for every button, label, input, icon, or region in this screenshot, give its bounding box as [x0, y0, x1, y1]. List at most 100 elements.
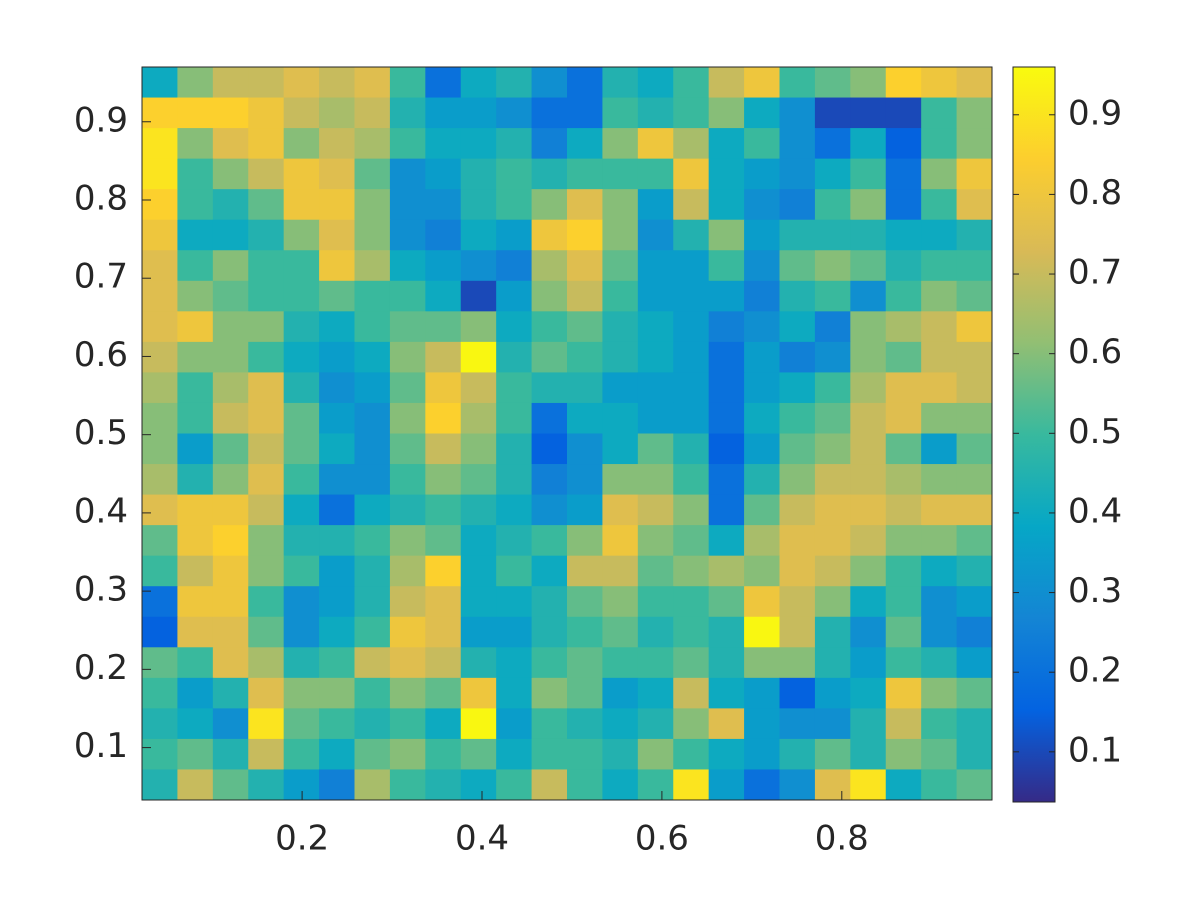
- heatmap-cell: [814, 677, 851, 709]
- heatmap-cell: [389, 647, 426, 679]
- x-tick-label: 0.8: [815, 819, 869, 859]
- heatmap-cell: [460, 738, 497, 770]
- heatmap-cell: [425, 555, 462, 587]
- colorbar: [1012, 66, 1056, 803]
- heatmap-cell: [142, 97, 178, 129]
- colorbar-tick-label: 0.5: [1068, 412, 1122, 452]
- heatmap-cell: [567, 525, 603, 557]
- heatmap-cell: [142, 341, 178, 373]
- heatmap-cell: [744, 128, 780, 160]
- heatmap-cell: [460, 97, 497, 129]
- heatmap-cell: [956, 677, 993, 709]
- heatmap-cell: [850, 311, 887, 343]
- heatmap-cell: [814, 158, 851, 190]
- heatmap-cell: [567, 280, 603, 312]
- heatmap-cell: [177, 708, 214, 740]
- heatmap-cell: [425, 464, 462, 496]
- heatmap-cell: [956, 311, 993, 343]
- heatmap-cell: [248, 494, 285, 526]
- heatmap-cell: [850, 402, 887, 434]
- heatmap-cell: [319, 677, 355, 709]
- heatmap-cell: [389, 738, 426, 770]
- heatmap-cell: [673, 525, 710, 557]
- heatmap-cell: [496, 586, 533, 618]
- heatmap-cell: [744, 341, 780, 373]
- heatmap-cell: [319, 464, 355, 496]
- heatmap-cell: [602, 494, 639, 526]
- heatmap-cell: [248, 311, 285, 343]
- heatmap-cell: [531, 708, 568, 740]
- heatmap-cell: [531, 433, 568, 465]
- heatmap-cell: [921, 402, 958, 434]
- heatmap-cell: [885, 219, 922, 251]
- heatmap-cell: [602, 67, 639, 99]
- heatmap-cell: [921, 647, 958, 679]
- heatmap-cell: [850, 97, 887, 129]
- heatmap-cell: [283, 250, 320, 282]
- heatmap-cell: [814, 494, 851, 526]
- heatmap-cell: [921, 525, 958, 557]
- heatmap-cell: [814, 433, 851, 465]
- heatmap-cell: [708, 250, 745, 282]
- heatmap-cell: [567, 586, 603, 618]
- heatmap-cell: [602, 677, 639, 709]
- heatmap-cell: [496, 464, 533, 496]
- heatmap-cell: [142, 219, 178, 251]
- heatmap-cell: [779, 738, 816, 770]
- heatmap-cell: [602, 647, 639, 679]
- heatmap-cell: [673, 402, 710, 434]
- heatmap-cell: [708, 341, 745, 373]
- heatmap-cell: [567, 97, 603, 129]
- heatmap-cell: [673, 555, 710, 587]
- heatmap-cell: [779, 280, 816, 312]
- y-tick-label: 0.5: [74, 413, 128, 453]
- heatmap-cell: [389, 494, 426, 526]
- heatmap-cell: [567, 677, 603, 709]
- heatmap-cell: [744, 189, 780, 221]
- heatmap-cell: [177, 189, 214, 221]
- heatmap-cell: [850, 280, 887, 312]
- heatmap-cell: [142, 372, 178, 404]
- colorbar-tick-label: 0.3: [1068, 571, 1122, 611]
- heatmap-cell: [956, 219, 993, 251]
- heatmap-cell: [283, 128, 320, 160]
- heatmap-cell: [779, 128, 816, 160]
- heatmap-cell: [602, 311, 639, 343]
- heatmap-cell: [956, 372, 993, 404]
- heatmap-cell: [212, 311, 249, 343]
- heatmap-cell: [212, 647, 249, 679]
- heatmap-cell: [425, 189, 462, 221]
- y-tick-label: 0.7: [74, 257, 128, 297]
- heatmap-cell: [744, 402, 780, 434]
- heatmap-cell: [956, 433, 993, 465]
- heatmap-cell: [567, 372, 603, 404]
- heatmap-cell: [319, 433, 355, 465]
- heatmap-cell: [354, 494, 391, 526]
- heatmap-cell: [885, 402, 922, 434]
- heatmap-cell: [567, 738, 603, 770]
- heatmap-cell: [389, 128, 426, 160]
- heatmap-cell: [283, 586, 320, 618]
- heatmap-cell: [531, 769, 568, 801]
- heatmap-cell: [921, 311, 958, 343]
- heatmap-cell: [744, 616, 780, 648]
- heatmap-cell: [283, 67, 320, 99]
- heatmap-cell: [637, 158, 674, 190]
- heatmap-cell: [637, 769, 674, 801]
- heatmap-cell: [885, 311, 922, 343]
- heatmap-cell: [708, 128, 745, 160]
- heatmap-cell: [673, 647, 710, 679]
- heatmap-cell: [956, 616, 993, 648]
- heatmap-cell: [177, 433, 214, 465]
- heatmap-cell: [779, 525, 816, 557]
- heatmap-cell: [850, 738, 887, 770]
- heatmap-cell: [212, 769, 249, 801]
- heatmap-cell: [248, 128, 285, 160]
- heatmap-cell: [708, 738, 745, 770]
- heatmap-cell: [319, 280, 355, 312]
- heatmap-cell: [425, 280, 462, 312]
- heatmap-cell: [177, 219, 214, 251]
- heatmap-cell: [319, 647, 355, 679]
- heatmap-cell: [708, 67, 745, 99]
- heatmap-cell: [637, 372, 674, 404]
